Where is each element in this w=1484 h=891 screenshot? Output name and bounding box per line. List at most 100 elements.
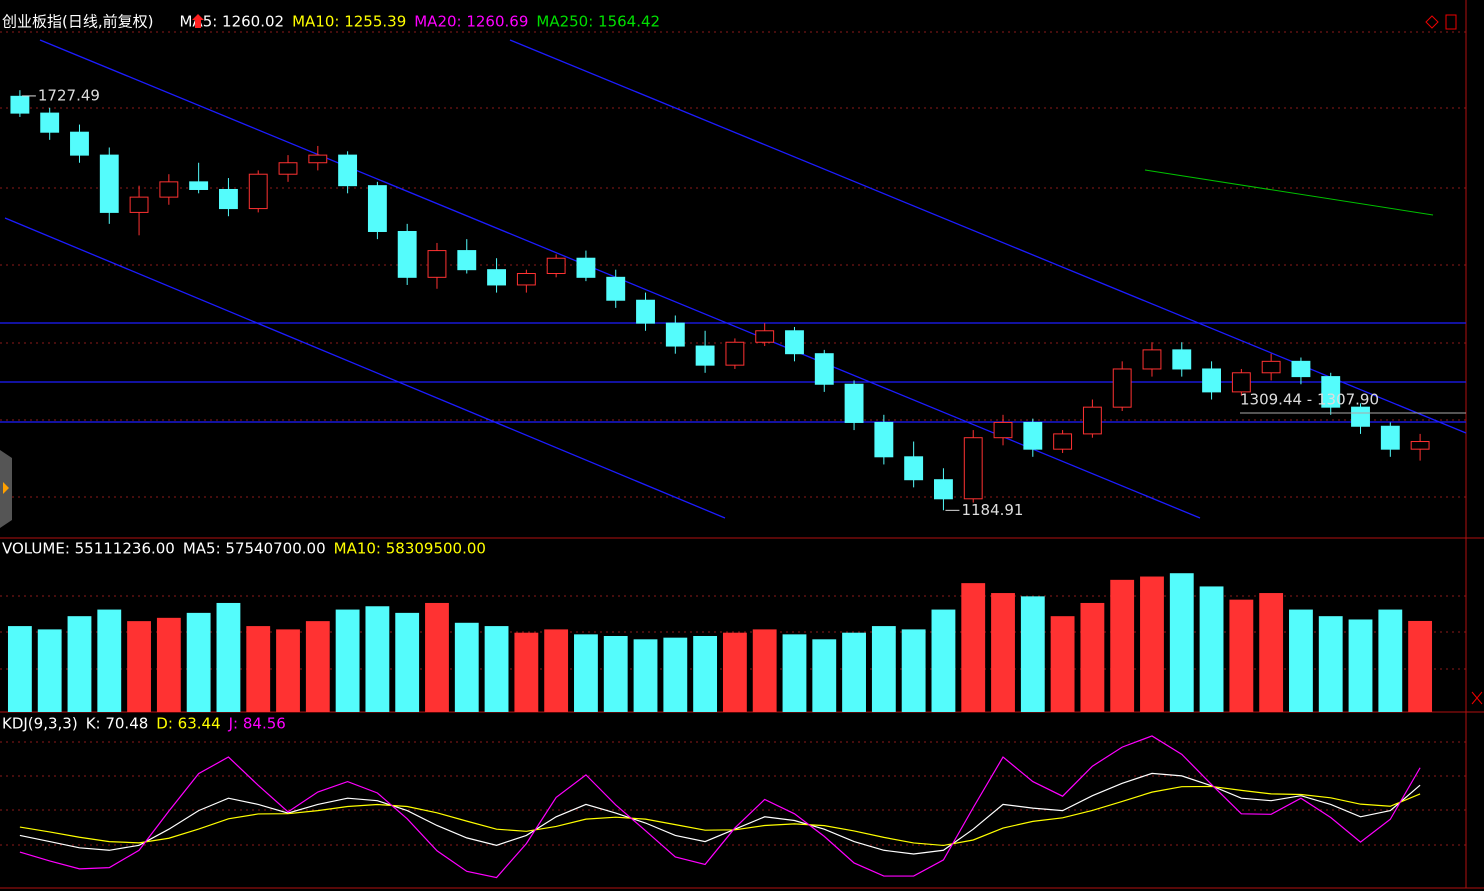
volume-bar xyxy=(871,626,896,712)
candle-body xyxy=(1142,349,1162,370)
candle-body xyxy=(457,250,477,271)
legend-label: K: 70.48 xyxy=(86,715,149,733)
volume-bar xyxy=(305,621,330,712)
candle-body xyxy=(219,188,238,210)
candle-body xyxy=(1231,372,1251,393)
candle-body xyxy=(338,154,358,187)
volume-bar xyxy=(216,602,241,712)
candle-body xyxy=(516,273,536,286)
extreme-label: 1184.91 xyxy=(961,501,1023,519)
volume-bar xyxy=(127,621,151,712)
candle-body xyxy=(1172,349,1192,370)
candle-body xyxy=(576,257,596,278)
kdj-line xyxy=(19,735,1421,879)
title-arrow xyxy=(192,14,204,28)
indicator-label: MA5: 1260.02 xyxy=(179,13,284,31)
volume-bar xyxy=(425,602,449,712)
indicator-label: MA20: 1260.69 xyxy=(414,13,528,31)
volume-bar xyxy=(335,609,360,712)
indicator-label: MA250: 1564.42 xyxy=(536,13,660,31)
volume-bar xyxy=(1050,616,1075,712)
chart-title: VOLUME: 55111236.00 xyxy=(2,540,175,558)
candle-body xyxy=(665,322,685,347)
volume-bar xyxy=(37,629,62,712)
volume-bar xyxy=(1259,593,1284,712)
chart-title: 创业板指(日线,前复权) xyxy=(2,13,153,31)
volume-bar xyxy=(1110,579,1135,712)
candle-body xyxy=(1112,368,1132,408)
kdj-line xyxy=(19,785,1421,847)
candle-body xyxy=(934,479,953,500)
icon-diamond[interactable] xyxy=(1425,15,1439,29)
candle-body xyxy=(904,456,924,481)
volume-bar xyxy=(1229,599,1254,712)
volume-bar xyxy=(67,616,92,712)
candle-body xyxy=(1202,368,1221,393)
volume-bar xyxy=(365,606,390,712)
volume-bar xyxy=(782,634,807,712)
volume-bar xyxy=(156,617,181,712)
volume-bar xyxy=(1378,609,1403,712)
candle-body xyxy=(70,131,89,156)
volume-bar xyxy=(1348,619,1373,712)
candle-body xyxy=(1082,406,1102,435)
icon-window[interactable] xyxy=(1445,14,1457,30)
candle-body xyxy=(546,257,566,275)
indicator-label: MA5: 57540700.00 xyxy=(183,540,326,558)
candle-body xyxy=(1023,421,1043,450)
candle-body xyxy=(1380,425,1400,450)
volume-bar xyxy=(812,639,837,712)
volume-bar xyxy=(1318,616,1343,712)
candle-body xyxy=(785,330,804,355)
candle-body xyxy=(1321,376,1341,408)
candle-body xyxy=(40,112,60,133)
volume-bar xyxy=(1169,573,1194,712)
candle-body xyxy=(189,181,209,190)
candle-body xyxy=(1261,360,1281,374)
candle-body xyxy=(129,196,149,213)
volume-bar xyxy=(722,632,747,712)
candle-body xyxy=(695,345,715,366)
candle-body xyxy=(874,421,894,458)
side-tab-arrow xyxy=(3,482,9,494)
kdj-line xyxy=(19,772,1421,855)
volume-bar xyxy=(514,632,539,712)
volume-bar xyxy=(276,629,300,712)
candle-body xyxy=(606,276,626,301)
candle-body xyxy=(308,154,328,164)
volume-bar xyxy=(752,629,777,712)
candle-body xyxy=(1410,441,1430,450)
candle-body xyxy=(755,330,775,343)
volume-bar xyxy=(97,609,122,712)
volume-bar xyxy=(1289,609,1313,712)
candle-body xyxy=(159,181,179,198)
volume-bar xyxy=(7,626,32,712)
candle-body xyxy=(278,162,298,175)
candle-body xyxy=(844,383,864,423)
volume-bar xyxy=(484,626,509,712)
candle-body xyxy=(397,230,417,278)
volume-bar xyxy=(901,629,926,712)
candle-body xyxy=(427,250,447,278)
range-label: 1309.44 - 1307.90 xyxy=(1240,391,1379,409)
volume-bar xyxy=(693,636,718,712)
candle-body xyxy=(99,154,119,213)
volume-bar xyxy=(1199,586,1224,712)
channel-line xyxy=(4,217,726,519)
volume-bar xyxy=(1140,576,1164,712)
volume-bar xyxy=(663,637,688,712)
indicator-label: MA10: 58309500.00 xyxy=(334,540,486,558)
volume-bar xyxy=(544,629,569,712)
volume-bar xyxy=(842,632,866,712)
icon-close[interactable] xyxy=(1471,691,1483,705)
extreme-label: 1727.49 xyxy=(38,86,100,104)
volume-bar xyxy=(1020,596,1045,712)
volume-bar xyxy=(603,636,628,712)
candle-body xyxy=(487,269,506,286)
candle-body xyxy=(1291,360,1311,378)
candle-body xyxy=(963,437,983,500)
volume-bar xyxy=(1408,620,1433,712)
volume-bar xyxy=(1080,602,1105,712)
